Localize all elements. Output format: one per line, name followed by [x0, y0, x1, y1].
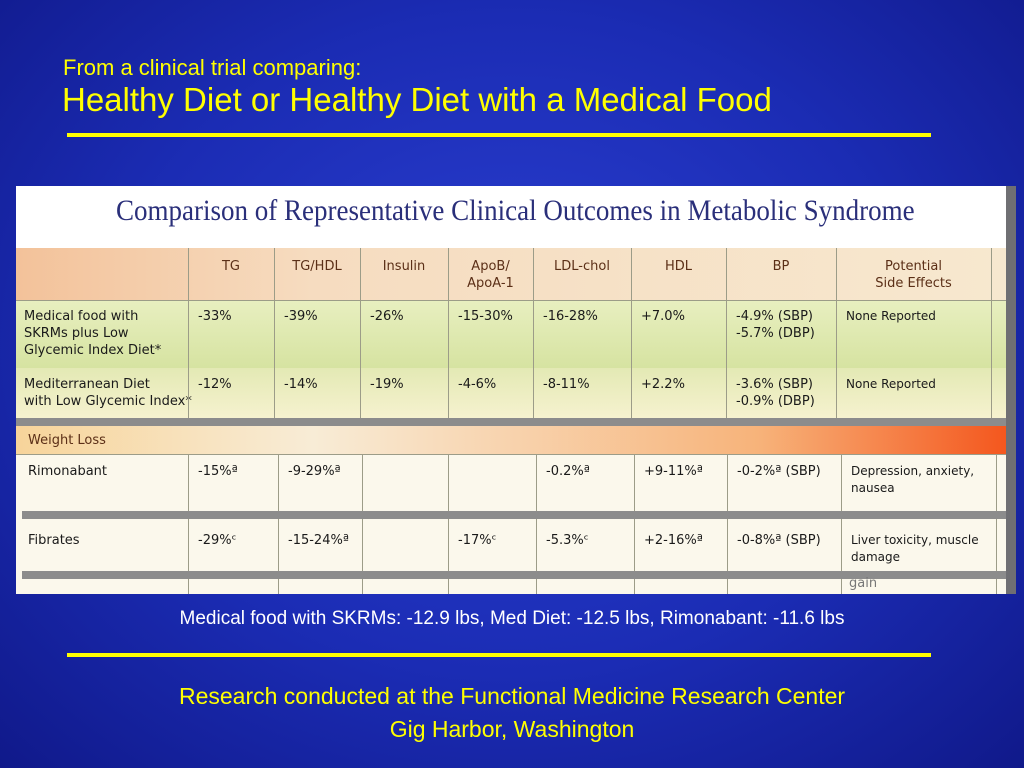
table-cell: -15-30% — [458, 309, 513, 324]
table-title-band: Comparison of Representative Clinical Ou… — [16, 186, 1006, 248]
column-divider — [448, 454, 449, 594]
table-cell: None Reported — [846, 309, 936, 323]
column-divider — [360, 248, 361, 418]
diet-row-band — [16, 300, 1006, 368]
table-cell: -3.6% (SBP) -0.9% (DBP) — [736, 377, 815, 409]
table-cell: Liver toxicity, muscle damage — [851, 533, 979, 564]
table-separator — [22, 571, 1006, 579]
column-divider — [188, 248, 189, 418]
row-label: Medical food with SKRMs plus Low Glycemi… — [24, 309, 162, 358]
image-shadow — [1006, 186, 1016, 594]
row-divider — [16, 300, 1006, 301]
top-divider — [67, 133, 931, 137]
table-separator — [16, 418, 1006, 426]
slide-headline: Healthy Diet or Healthy Diet with a Medi… — [62, 81, 772, 118]
row-label: Rimonabant — [28, 464, 108, 479]
bottom-divider — [67, 653, 931, 657]
table-cell: -33% — [198, 309, 232, 324]
diet-row-band — [16, 368, 1006, 418]
column-header: LDL-chol — [554, 259, 610, 274]
table-cell: -14% — [284, 377, 318, 392]
column-divider — [836, 248, 837, 418]
column-divider — [631, 248, 632, 418]
table-cell: -19% — [370, 377, 404, 392]
table-title: Comparison of Representative Clinical Ou… — [116, 194, 915, 227]
table-cell: -0-8%ª (SBP) — [737, 533, 821, 548]
column-header: BP — [772, 259, 790, 274]
table-cell: -29%ᶜ — [198, 533, 237, 548]
column-divider — [188, 454, 189, 594]
column-header: ApoB/ ApoA-1 — [467, 259, 514, 291]
column-divider — [533, 248, 534, 418]
weight-loss-label: Weight Loss — [28, 433, 106, 448]
table-cell: -16-28% — [543, 309, 598, 324]
table-cell: -39% — [284, 309, 318, 324]
table-cell: Depression, anxiety, nausea — [851, 464, 975, 495]
row-label: Fibrates — [28, 533, 80, 548]
table-cell: -0.2%ª — [546, 464, 590, 479]
table-cell: +2-16%ª — [644, 533, 703, 548]
credit-line-1: Research conducted at the Functional Med… — [178, 683, 846, 709]
column-divider — [991, 248, 992, 418]
column-divider — [634, 454, 635, 594]
column-divider — [727, 454, 728, 594]
table-cell: -8-11% — [543, 377, 590, 392]
table-cell: None Reported — [846, 377, 936, 391]
table-cell: -5.3%ᶜ — [546, 533, 589, 548]
column-header: Potential Side Effects — [875, 259, 952, 291]
table-cell: -4-6% — [458, 377, 497, 392]
credit-line-2: Gig Harbor, Washington — [389, 716, 635, 742]
table-cell: -15-24%ª — [288, 533, 349, 548]
column-divider — [278, 454, 279, 594]
column-divider — [362, 454, 363, 594]
column-header: TG/HDL — [292, 259, 342, 274]
column-header: HDL — [664, 259, 693, 274]
row-label: Mediterranean Diet with Low Glycemic Ind… — [24, 377, 192, 409]
table-cell: -9-29%ª — [288, 464, 341, 479]
table-cell: -0-2%ª (SBP) — [737, 464, 821, 479]
column-divider — [726, 248, 727, 418]
table-cell: -12% — [198, 377, 232, 392]
weight-loss-band — [16, 426, 1006, 454]
weight-loss-summary: Medical food with SKRMs: -12.9 lbs, Med … — [179, 608, 845, 629]
column-divider — [274, 248, 275, 418]
cutoff-text: gain — [849, 576, 878, 591]
comparison-table-image: Comparison of Representative Clinical Ou… — [16, 186, 1016, 594]
column-header: Insulin — [382, 259, 426, 274]
table-header-band — [16, 248, 1006, 300]
row-divider — [16, 454, 1006, 455]
table-cell: -17%ᶜ — [458, 533, 497, 548]
column-divider — [841, 454, 842, 594]
column-divider — [448, 248, 449, 418]
slide-kicker: From a clinical trial comparing: — [63, 55, 362, 80]
table-cell: +2.2% — [641, 377, 685, 392]
column-divider — [536, 454, 537, 594]
table-cell: -4.9% (SBP) -5.7% (DBP) — [736, 309, 815, 341]
column-divider — [996, 454, 997, 594]
table-cell: -15%ª — [198, 464, 238, 479]
table-cell: +7.0% — [641, 309, 685, 324]
table-cell: -26% — [370, 309, 404, 324]
column-header: TG — [221, 259, 240, 274]
table-separator — [22, 511, 1006, 519]
table-cell: +9-11%ª — [644, 464, 703, 479]
